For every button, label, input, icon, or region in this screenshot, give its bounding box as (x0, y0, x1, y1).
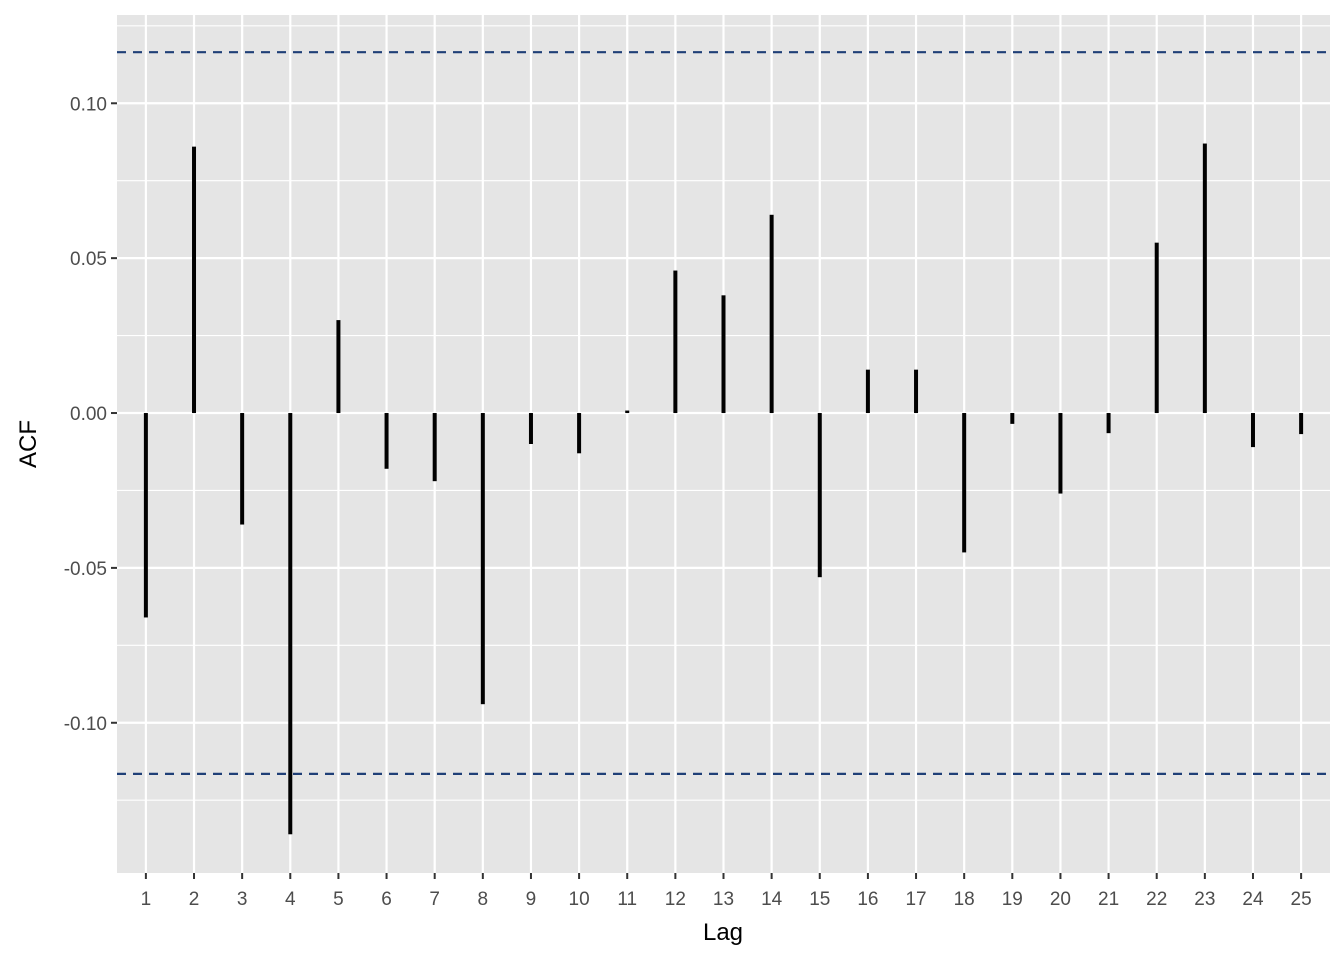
x-tick-label: 24 (1242, 889, 1264, 910)
x-axis: 1 2 3 4 5 6 7 8 9 10 11 12 13 14 15 16 17 18 19 20 21 22 23 24 2… (141, 873, 1312, 910)
x-tick-label: 22 (1146, 889, 1167, 910)
y-tick-label: 0.00 (70, 404, 107, 425)
x-tick-label: 9 (526, 889, 537, 910)
y-tick-label: -0.10 (64, 714, 107, 735)
acf-bar (577, 413, 582, 454)
x-tick-label: 3 (237, 889, 248, 910)
acf-bar (1299, 413, 1304, 435)
acf-bar (625, 410, 630, 414)
acf-bar (480, 413, 485, 705)
x-tick-label: 2 (189, 889, 200, 910)
acf-bar (914, 369, 919, 414)
x-tick-label: 23 (1194, 889, 1215, 910)
acf-bar (721, 295, 726, 414)
x-tick-label: 25 (1291, 889, 1312, 910)
x-tick-label: 17 (905, 889, 926, 910)
acf-bar (1106, 413, 1111, 434)
x-tick-label: 15 (809, 889, 830, 910)
x-axis-title: Lag (703, 919, 743, 946)
acf-bar (769, 214, 774, 414)
x-tick-label: 11 (617, 889, 637, 910)
x-tick-label: 21 (1098, 889, 1119, 910)
x-tick-label: 18 (954, 889, 975, 910)
acf-bars (143, 143, 1304, 835)
x-tick-label: 4 (285, 889, 296, 910)
acf-bar (336, 320, 341, 414)
x-tick-label: 6 (381, 889, 392, 910)
acf-bar (1058, 413, 1063, 494)
y-tick-label: -0.05 (64, 559, 107, 580)
confidence-bounds (117, 51, 1330, 775)
acf-bar (240, 413, 245, 525)
acf-bar (1250, 413, 1255, 448)
acf-bar (432, 413, 437, 482)
acf-bar (865, 369, 870, 414)
x-tick-label: 14 (761, 889, 783, 910)
x-tick-label: 20 (1050, 889, 1071, 910)
acf-bar (384, 413, 389, 469)
y-tick-label: 0.05 (70, 249, 107, 270)
acf-bar (528, 413, 533, 444)
x-tick-label: 5 (333, 889, 344, 910)
x-tick-label: 10 (569, 889, 590, 910)
acf-bar (192, 146, 197, 414)
x-tick-label: 19 (1002, 889, 1023, 910)
acf-bar (817, 413, 822, 578)
x-tick-label: 1 (141, 889, 152, 910)
acf-bar (1154, 242, 1159, 414)
x-tick-label: 12 (665, 889, 686, 910)
acf-bar (1202, 143, 1207, 414)
y-axis: -0.10 -0.05 0.00 0.05 0.10 (64, 94, 117, 735)
y-axis-title: ACF (15, 420, 42, 468)
acf-bar (143, 413, 148, 618)
x-tick-label: 13 (713, 889, 734, 910)
acf-bar (673, 270, 678, 414)
y-tick-label: 0.10 (70, 94, 107, 115)
x-tick-label: 7 (429, 889, 440, 910)
acf-bar (1010, 413, 1015, 424)
x-tick-label: 8 (478, 889, 489, 910)
acf-bar (288, 413, 293, 835)
x-tick-label: 16 (857, 889, 878, 910)
acf-bar (962, 413, 967, 553)
